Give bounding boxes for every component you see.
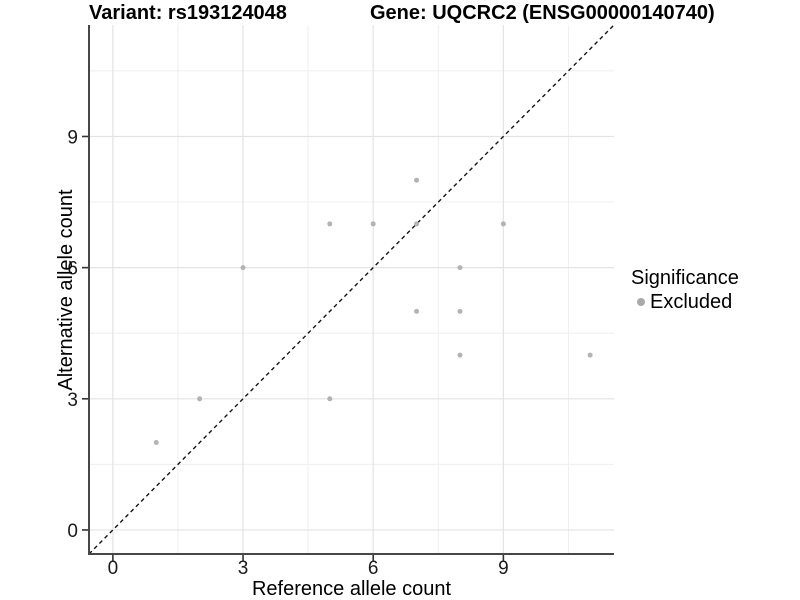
legend-title: Significance	[631, 267, 739, 289]
data-point	[414, 221, 420, 227]
y-tick-label: 3	[67, 390, 78, 411]
data-point	[327, 221, 333, 227]
data-point	[153, 440, 159, 446]
data-point	[240, 265, 246, 271]
data-point	[197, 396, 203, 402]
legend-item-excluded: Excluded	[631, 290, 739, 314]
legend-item-label: Excluded	[650, 291, 733, 313]
y-axis-title: Alternative allele count	[55, 189, 77, 391]
legend-circle-icon	[637, 298, 645, 306]
x-axis-title: Reference allele count	[251, 578, 451, 600]
legend: Significance Excluded	[631, 266, 739, 314]
x-tick-label: 6	[368, 558, 379, 579]
y-tick-label: 9	[67, 127, 78, 148]
data-point	[457, 308, 463, 314]
plot-title-variant: Variant: rs193124048	[89, 2, 287, 24]
data-point	[327, 396, 333, 402]
y-tick-label: 6	[67, 259, 78, 280]
x-tick-label: 9	[498, 558, 509, 579]
plot-title-gene: Gene: UQCRC2 (ENSG00000140740)	[370, 2, 715, 24]
data-point	[587, 352, 593, 358]
y-tick-label: 0	[67, 521, 78, 542]
x-tick-label: 0	[108, 558, 119, 579]
x-tick-label: 3	[238, 558, 249, 579]
data-point	[500, 221, 506, 227]
data-point	[457, 352, 463, 358]
data-point	[370, 221, 376, 227]
data-point	[414, 308, 420, 314]
identity-dashed-line	[88, 24, 615, 555]
data-point	[457, 265, 463, 271]
data-point	[414, 177, 420, 183]
